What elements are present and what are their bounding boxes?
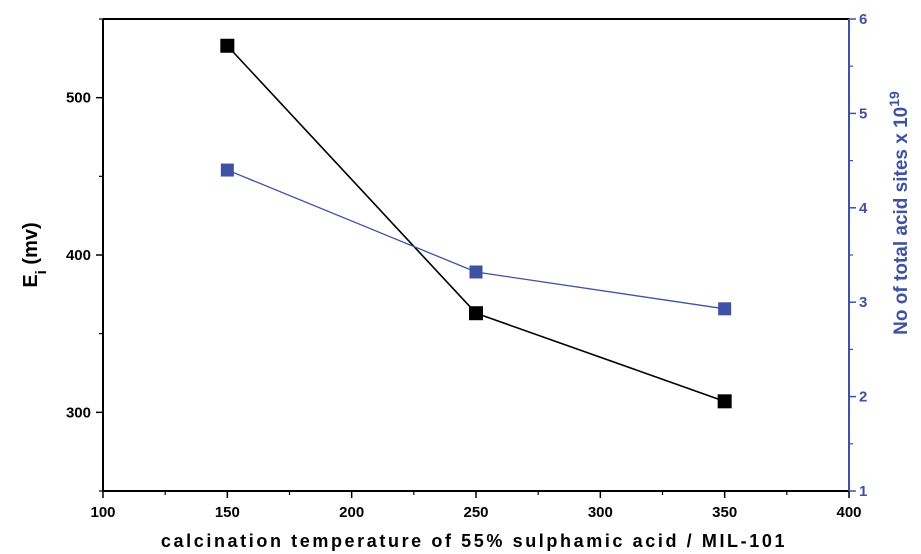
right-series-marker (718, 302, 732, 316)
right-y-tick-label: 3 (859, 294, 867, 311)
left-series-marker (220, 38, 235, 53)
x-tick-label: 250 (463, 504, 488, 521)
right-y-tick-label: 2 (859, 389, 867, 406)
x-tick-label: 300 (588, 504, 613, 521)
right-y-tick-label: 4 (859, 200, 868, 217)
right-y-axis-label-main: No of total acid sites x 10 (891, 107, 912, 335)
right-y-tick-label: 1 (859, 483, 867, 500)
right-series-marker (469, 265, 483, 279)
left-y-axis-label-rest: (mv) (20, 222, 42, 270)
right-y-axis-label: No of total acid sites x 1019 (886, 91, 912, 335)
axes-layer: 100 150 200 250 300 350 400 300 400 500 1 2 3 4 5 6 (66, 11, 868, 521)
left-y-axis-label-main: E (20, 274, 42, 287)
x-tick-label: 200 (339, 504, 364, 521)
left-y-axis-label-subscript: i (33, 270, 50, 274)
series-layer (220, 38, 732, 409)
right-y-axis-label-superscript: 19 (886, 91, 902, 107)
x-tick-label: 100 (90, 504, 115, 521)
left-y-axis-label: Ei (mv) (20, 222, 50, 287)
left-y-tick-label: 400 (66, 247, 91, 264)
x-tick-label: 350 (712, 504, 737, 521)
right-y-tick-label: 5 (859, 105, 867, 122)
left-y-tick-label: 500 (66, 90, 91, 107)
x-tick-label: 400 (836, 504, 861, 521)
left-series-marker (469, 306, 483, 321)
left-y-tick-label: 300 (66, 404, 91, 421)
right-series-marker (220, 163, 234, 177)
left-series-marker (717, 394, 732, 409)
x-tick-label: 150 (215, 504, 240, 521)
right-y-tick-label: 6 (859, 11, 867, 28)
x-axis-label: calcination temperature of 55% sulphamic… (161, 531, 787, 551)
